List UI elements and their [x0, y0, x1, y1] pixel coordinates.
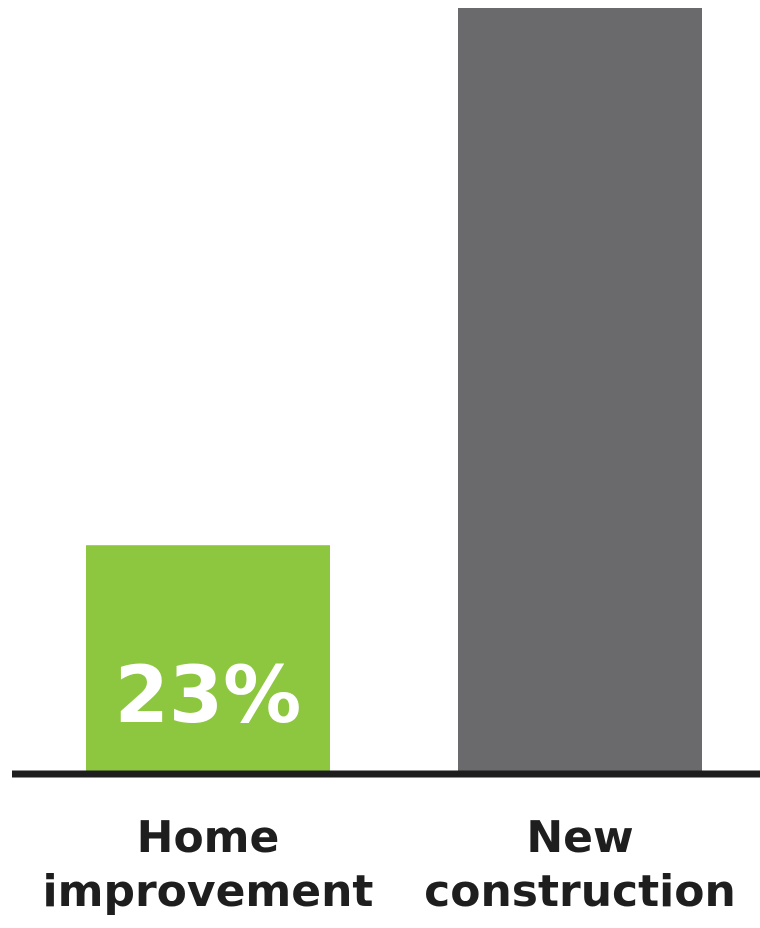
value-labels-group: 23% [115, 651, 302, 741]
category-label-line: New [526, 812, 633, 863]
category-label-0: Home improvement [43, 812, 374, 917]
bars-group [86, 8, 702, 774]
bar-value-label-0: 23% [115, 651, 302, 741]
category-label-line: construction [424, 866, 736, 917]
category-labels-group: Home improvement New construction [43, 812, 736, 917]
bar-0 [86, 545, 330, 774]
bar-1 [458, 8, 702, 774]
category-label-line: Home [137, 812, 280, 863]
category-label-line: improvement [43, 866, 374, 917]
category-label-1: New construction [424, 812, 736, 917]
